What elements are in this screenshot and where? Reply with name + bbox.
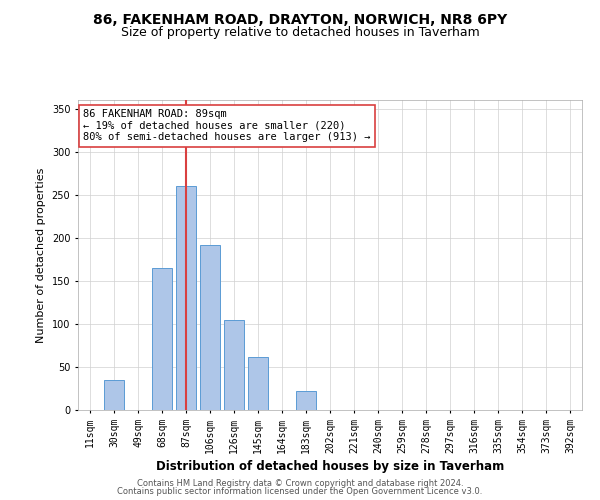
Bar (296, 391, 316, 410)
Text: 86 FAKENHAM ROAD: 89sqm
← 19% of detached houses are smaller (220)
80% of semi-d: 86 FAKENHAM ROAD: 89sqm ← 19% of detache… (83, 110, 371, 142)
X-axis label: Distribution of detached houses by size in Taverham: Distribution of detached houses by size … (156, 460, 504, 473)
Text: 86, FAKENHAM ROAD, DRAYTON, NORWICH, NR8 6PY: 86, FAKENHAM ROAD, DRAYTON, NORWICH, NR8… (93, 12, 507, 26)
Bar (152, 268, 172, 410)
Bar (200, 244, 220, 410)
Bar (176, 186, 196, 410)
Text: Size of property relative to detached houses in Taverham: Size of property relative to detached ho… (121, 26, 479, 39)
Y-axis label: Number of detached properties: Number of detached properties (36, 168, 46, 342)
Text: Contains HM Land Registry data © Crown copyright and database right 2024.: Contains HM Land Registry data © Crown c… (137, 478, 463, 488)
Bar (248, 356, 268, 410)
Bar (224, 320, 244, 410)
Bar (104, 380, 124, 410)
Text: Contains public sector information licensed under the Open Government Licence v3: Contains public sector information licen… (118, 487, 482, 496)
